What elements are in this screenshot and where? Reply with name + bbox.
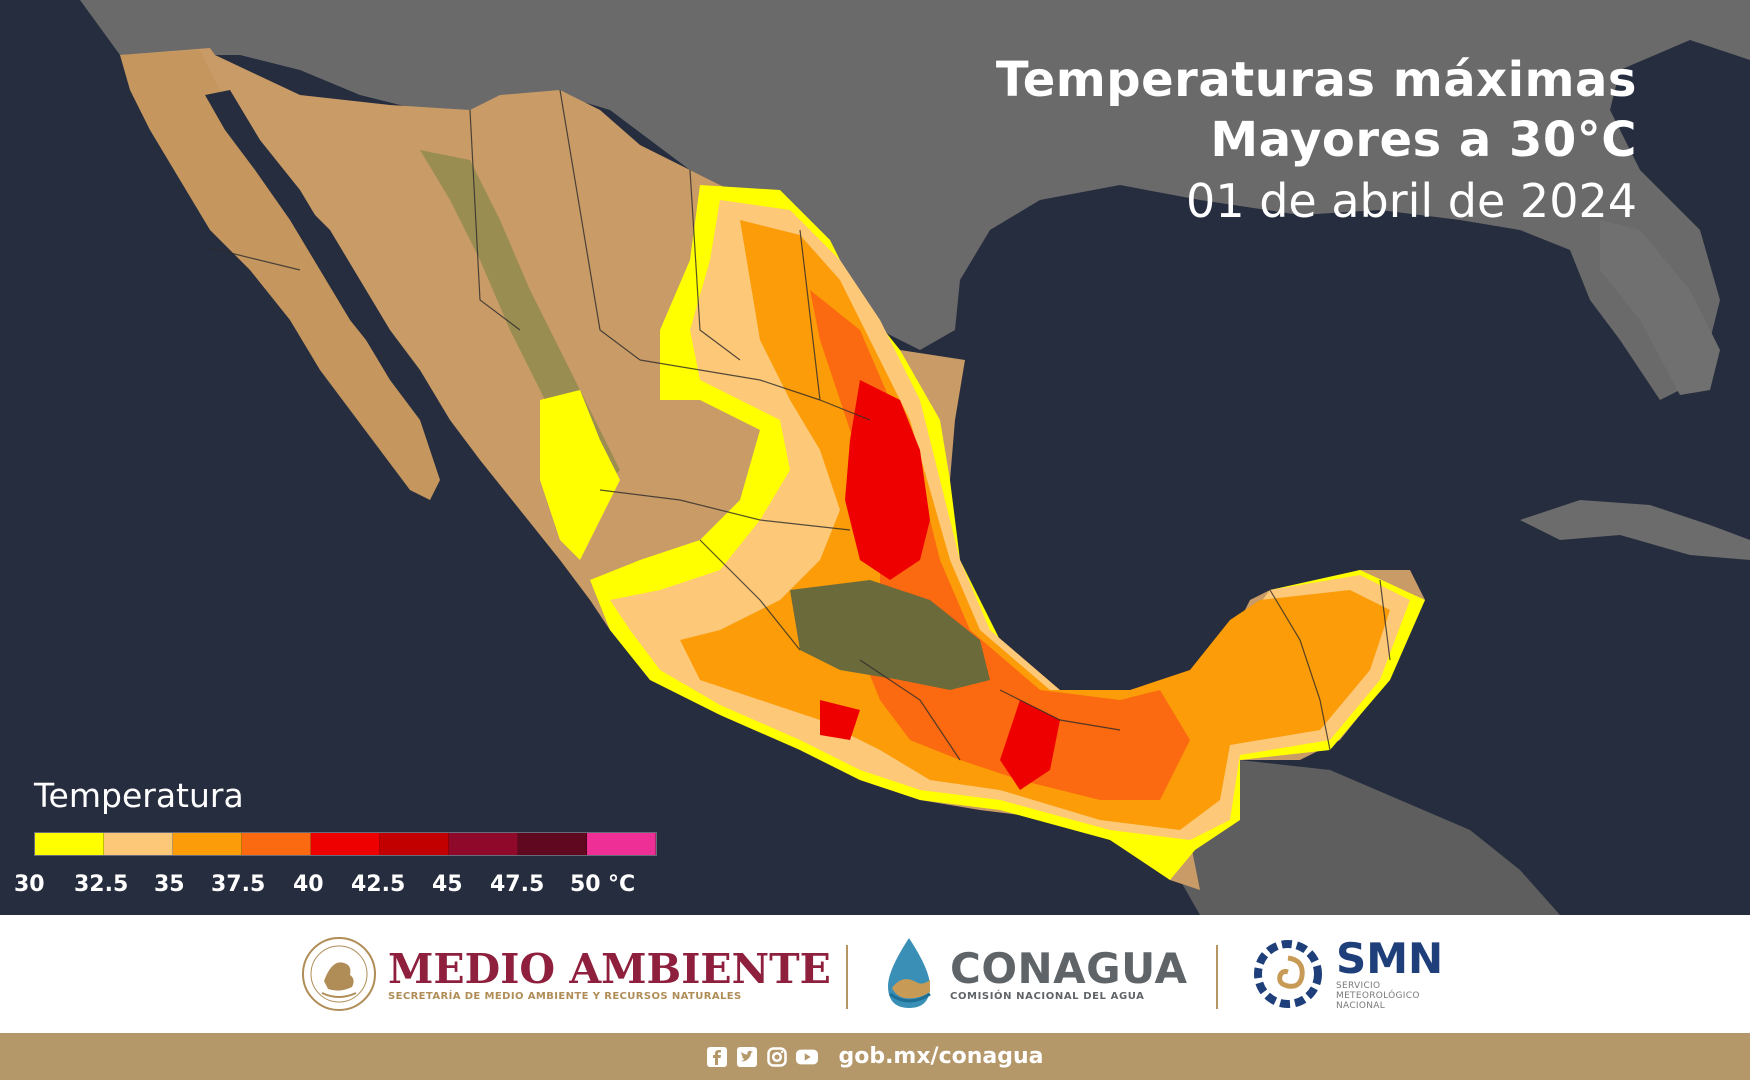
legend-tick-50: 50 — [570, 872, 601, 897]
map-title-block: Temperaturas máximas Mayores a 30°C 01 d… — [996, 50, 1637, 232]
legend-swatch-37-5 — [242, 833, 311, 855]
legend-swatch-47-5 — [518, 833, 587, 855]
smn-subtitle-2: METEOROLÓGICO — [1336, 991, 1420, 1001]
cuba-island — [1520, 500, 1750, 560]
legend-color-bar — [34, 832, 657, 856]
smn-logo: SMN SERVICIO METEOROLÓGICO NACIONAL — [1250, 915, 1443, 1033]
central-america — [1150, 760, 1560, 915]
legend-swatch-50 — [587, 833, 656, 855]
facebook-icon[interactable] — [706, 1046, 728, 1068]
logo-separator-1 — [846, 945, 848, 1009]
map-date: 01 de abril de 2024 — [1186, 174, 1637, 228]
mexico-temperature-map — [80, 0, 1750, 915]
smn-subtitle-1: SERVICIO — [1336, 981, 1381, 991]
legend-tick-40: 40 — [293, 872, 324, 897]
legend-tick-45: 45 — [432, 872, 463, 897]
footer-url-link[interactable]: gob.mx/conagua — [838, 1044, 1044, 1069]
map-title-line-1: Temperaturas máximas — [995, 52, 1637, 108]
legend-swatch-32-5 — [104, 833, 173, 855]
legend-tick-32-5: 32.5 — [74, 872, 129, 897]
legend-tick-30: 30 — [14, 872, 45, 897]
conagua-logo: CONAGUA COMISIÓN NACIONAL DEL AGUA — [878, 915, 1187, 1033]
state-borders — [209, 89, 1391, 761]
legend-tick-35: 35 — [154, 872, 185, 897]
baja-california — [120, 50, 440, 500]
legend-title: Temperatura — [34, 776, 244, 815]
smn-subtitle-3: NACIONAL — [1336, 1001, 1386, 1011]
heat-zone-red-guerrero — [820, 700, 860, 740]
legend-ticks: 30 32.5 35 37.5 40 42.5 45 47.5 50 °C — [14, 872, 674, 902]
map-area: Temperaturas máximas Mayores a 30°C 01 d… — [14, 0, 1750, 915]
semarnat-subtitle: SECRETARÍA DE MEDIO AMBIENTE Y RECURSOS … — [388, 990, 742, 1002]
gulf-of-california — [205, 90, 440, 420]
youtube-icon[interactable] — [796, 1046, 819, 1068]
heat-zone-red-south — [1000, 700, 1060, 790]
legend-unit: °C — [608, 872, 636, 897]
smn-name: SMN — [1336, 934, 1444, 983]
footer-bar: gob.mx/conagua — [0, 1033, 1750, 1080]
logo-separator-2 — [1216, 945, 1218, 1009]
map-title-line-2: Mayores a 30°C — [1210, 112, 1637, 168]
florida-peninsula — [1600, 220, 1720, 395]
conagua-name: CONAGUA — [950, 943, 1188, 993]
twitter-icon[interactable] — [736, 1046, 758, 1068]
legend-tick-42-5: 42.5 — [351, 872, 406, 897]
heat-zone-red-huasteca — [845, 380, 930, 580]
smn-spiral-icon — [1254, 940, 1322, 1008]
semarnat-name: MEDIO AMBIENTE — [388, 944, 831, 993]
semarnat-logo: MEDIO AMBIENTE SECRETARÍA DE MEDIO AMBIE… — [300, 915, 831, 1033]
instagram-icon[interactable] — [766, 1046, 788, 1068]
legend-swatch-30 — [35, 833, 104, 855]
mexico-coat-of-arms-icon — [302, 937, 376, 1011]
legend-tick-47-5: 47.5 — [490, 872, 545, 897]
legend-swatch-42-5 — [380, 833, 449, 855]
conagua-drop-icon — [888, 938, 931, 1008]
legend-swatch-40 — [311, 833, 380, 855]
legend-swatch-35 — [173, 833, 242, 855]
heat-zone-yellow-west — [540, 390, 620, 560]
central-highlands-olive — [790, 580, 990, 690]
legend-tick-37-5: 37.5 — [211, 872, 266, 897]
legend-swatch-45 — [449, 833, 518, 855]
logo-strip: MEDIO AMBIENTE SECRETARÍA DE MEDIO AMBIE… — [0, 915, 1750, 1033]
conagua-subtitle: COMISIÓN NACIONAL DEL AGUA — [950, 990, 1145, 1002]
